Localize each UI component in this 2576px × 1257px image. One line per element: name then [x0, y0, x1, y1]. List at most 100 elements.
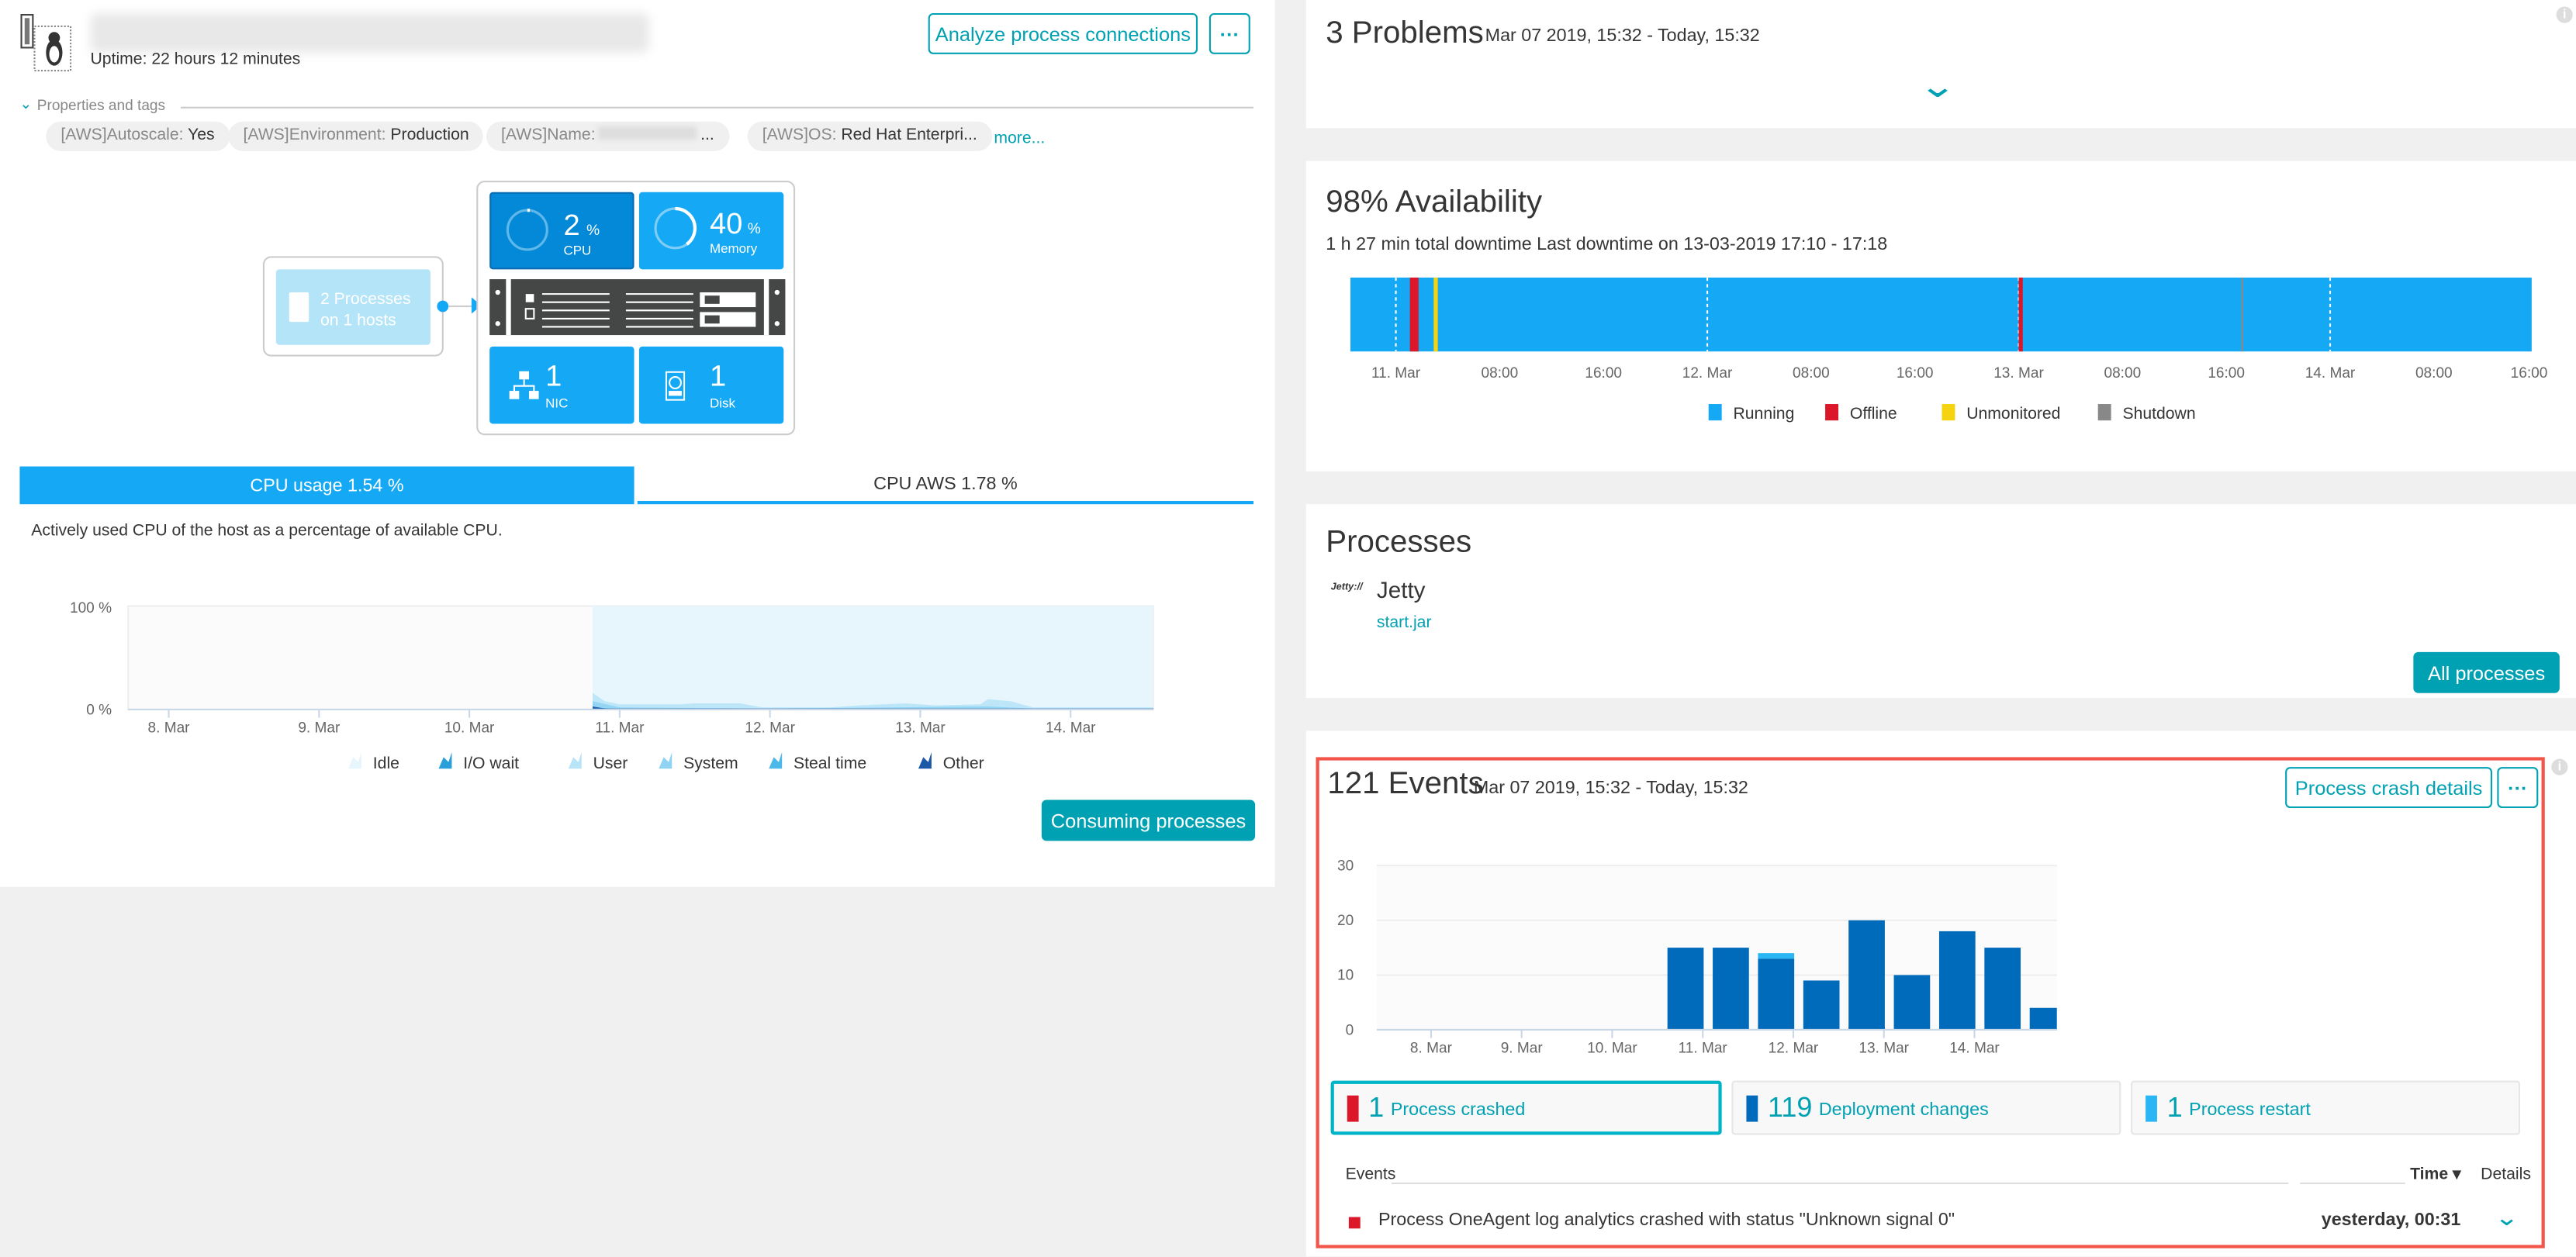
- x-tick-label: 08:00: [2415, 365, 2453, 382]
- tag-value: Red Hat Enterpri...: [836, 126, 977, 145]
- availability-summary: 1 h 27 min total downtime Last downtime …: [1326, 234, 1888, 255]
- x-tick-label: 16:00: [2208, 365, 2245, 382]
- all-processes-button[interactable]: All processes: [2413, 651, 2560, 693]
- event-tile-deployment-changes[interactable]: 119 Deployment changes: [1731, 1080, 2121, 1135]
- x-tick-label: 12. Mar: [1769, 1041, 1819, 1057]
- cpu-series-user: [593, 692, 1153, 710]
- y-tick-label: 0 %: [86, 702, 112, 718]
- legend-swatch-system: [659, 752, 673, 769]
- tag-key: [AWS]Autoscale:: [61, 126, 184, 145]
- crash-color-marker: [1347, 1094, 1359, 1121]
- x-tick-label: 11. Mar: [1371, 365, 1421, 382]
- tag-name[interactable]: [AWS]Name:...: [486, 121, 730, 151]
- cpu-value: 2: [563, 208, 580, 242]
- event-label: Process restart: [2189, 1100, 2311, 1121]
- process-name[interactable]: Jetty: [1376, 576, 1426, 603]
- y-tick-label: 10: [1337, 968, 1354, 984]
- uptime-text: Uptime: 22 hours 12 minutes: [90, 50, 301, 69]
- processes-card: Processes Jetty:// Jetty start.jar All p…: [1305, 504, 2576, 699]
- event-text: Process OneAgent log analytics crashed w…: [1378, 1210, 1955, 1231]
- server-rack-icon: [489, 279, 786, 336]
- event-label: Process crashed: [1390, 1100, 1526, 1121]
- restart-color-marker: [2146, 1094, 2157, 1121]
- bar-deployment-changes: [1938, 931, 1976, 1030]
- cpu-label: CPU: [563, 243, 592, 258]
- tag-autoscale[interactable]: [AWS]Autoscale: Yes: [46, 121, 230, 151]
- legend-label: System: [683, 755, 738, 772]
- event-time: yesterday, 00:31: [2321, 1210, 2461, 1231]
- legend-swatch-idle: [348, 752, 361, 769]
- table-row[interactable]: Process OneAgent log analytics crashed w…: [1339, 1203, 2530, 1240]
- legend-swatch-shutdown: [2097, 404, 2111, 421]
- event-count: 1: [2166, 1091, 2183, 1123]
- cpu-series-idle: [593, 606, 1153, 710]
- event-tile-process-crashed[interactable]: 1 Process crashed: [1330, 1080, 1722, 1135]
- processes-group[interactable]: 2 Processes on 1 hosts: [262, 256, 444, 357]
- legend-swatch-user: [568, 752, 582, 769]
- consuming-processes-button[interactable]: Consuming processes: [1041, 799, 1256, 841]
- expand-chevron-icon[interactable]: ⌄: [1918, 68, 1957, 105]
- events-chart: 0 10 20 30 8. Mar 9. Mar 10. Mar 11. Mar 12. Mar…: [1337, 858, 2057, 1057]
- running-bar: [1350, 277, 2532, 352]
- events-more-button[interactable]: ···: [2497, 767, 2539, 809]
- tag-environment[interactable]: [AWS]Environment: Production: [228, 121, 484, 151]
- column-header-time[interactable]: Time ▾: [2410, 1165, 2461, 1185]
- network-icon: [509, 371, 539, 399]
- disk-label: Disk: [709, 395, 735, 411]
- deployment-color-marker: [1746, 1094, 1758, 1121]
- tag-os[interactable]: [AWS]OS: Red Hat Enterpri...: [747, 121, 992, 151]
- x-tick-label: 8. Mar: [1410, 1041, 1453, 1057]
- nic-tile[interactable]: 1 NIC: [489, 346, 634, 424]
- legend-label: Idle: [373, 755, 399, 772]
- analyze-process-connections-button[interactable]: Analyze process connections: [928, 12, 1198, 54]
- y-tick-label: 0: [1346, 1022, 1354, 1038]
- process-crash-details-button[interactable]: Process crash details: [2285, 767, 2493, 809]
- bar-deployment-changes: [1758, 958, 1795, 1030]
- bar-deployment-changes: [2029, 1007, 2057, 1030]
- linux-icon: [19, 13, 75, 72]
- tag-value: Production: [386, 126, 469, 145]
- x-tick-label: 08:00: [2104, 365, 2141, 382]
- legend-label: Unmonitored: [1966, 405, 2060, 423]
- info-icon[interactable]: i: [2551, 758, 2568, 775]
- x-tick-label: 13. Mar: [1993, 365, 2044, 382]
- memory-ring: [653, 206, 697, 250]
- tab-cpu-usage[interactable]: CPU usage 1.54 %: [19, 466, 634, 505]
- legend-label: Offline: [1850, 405, 1897, 423]
- legend-label: Other: [943, 755, 984, 772]
- problems-card: 3 Problems Mar 07 2019, 15:32 - Today, 1…: [1305, 0, 2576, 129]
- properties-toggle[interactable]: ⌄ Properties and tags: [19, 95, 165, 113]
- cpu-usage-chart: 100 % 0 % 8. Mar 9. Mar 10. Mar 11. Mar 12. Ma…: [70, 600, 1154, 772]
- info-icon[interactable]: i: [2556, 6, 2573, 23]
- event-count: 1: [1368, 1091, 1385, 1123]
- x-tick-label: 12. Mar: [745, 720, 795, 737]
- x-tick-label: 11. Mar: [595, 720, 645, 737]
- disk-tile[interactable]: 1 Disk: [638, 346, 784, 424]
- properties-label: Properties and tags: [36, 95, 166, 113]
- x-tick-label: 12. Mar: [1682, 365, 1733, 382]
- bar-deployment-changes: [1893, 975, 1931, 1030]
- bar-process-restart: [1758, 953, 1795, 959]
- tab-cpu-aws[interactable]: CPU AWS 1.78 %: [637, 467, 1254, 505]
- x-tick-label: 14. Mar: [1046, 720, 1096, 737]
- x-tick-label: 08:00: [1482, 365, 1519, 382]
- more-tags-link[interactable]: more...: [994, 129, 1046, 148]
- legend-swatch-steal-time: [769, 752, 783, 769]
- x-tick-label: 16:00: [1897, 365, 1934, 382]
- column-header-details: Details: [2481, 1165, 2531, 1185]
- cpu-unit: %: [586, 221, 600, 239]
- expand-row-chevron-icon[interactable]: ⌄: [2494, 1203, 2519, 1231]
- memory-tile[interactable]: 40 % Memory: [638, 192, 784, 270]
- nic-value: 1: [545, 359, 562, 393]
- x-tick-label: 9. Mar: [298, 720, 341, 737]
- legend-swatch-i-o-wait: [438, 752, 452, 769]
- x-tick-label: 8. Mar: [148, 720, 191, 737]
- process-sub-link[interactable]: start.jar: [1376, 614, 1432, 633]
- legend-label: Shutdown: [2122, 405, 2195, 423]
- x-tick-label: 10. Mar: [1587, 1041, 1637, 1057]
- more-actions-button[interactable]: ···: [1208, 12, 1250, 54]
- bar-deployment-changes: [1713, 948, 1749, 1030]
- event-tile-process-restart[interactable]: 1 Process restart: [2131, 1080, 2521, 1135]
- cpu-tile[interactable]: 2 % CPU: [489, 192, 634, 270]
- legend-label: Running: [1733, 405, 1794, 423]
